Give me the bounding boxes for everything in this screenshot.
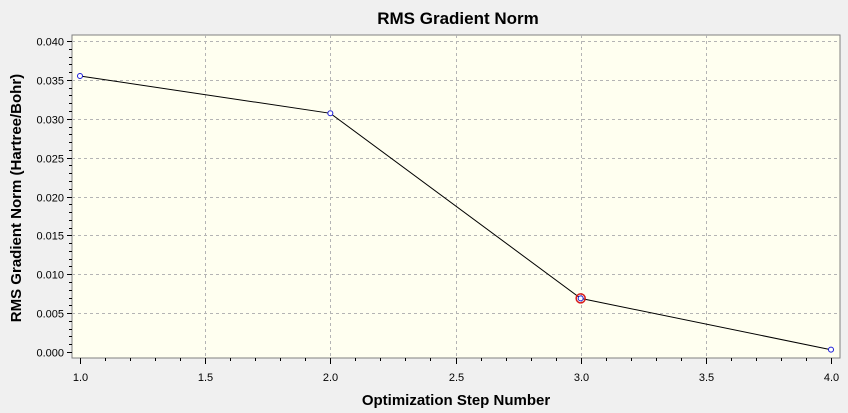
y-tick-label: 0.000: [36, 348, 64, 360]
series-line: [79, 75, 832, 351]
x-tick-label: 4.0: [824, 372, 839, 384]
y-tick-label: 0.040: [36, 37, 64, 49]
y-tick-label: 0.015: [36, 231, 64, 243]
y-tick-label: 0.025: [36, 154, 64, 166]
y-axis-title: RMS Gradient Norm (Hartree/Bohr): [8, 74, 25, 322]
x-axis-title: Optimization Step Number: [362, 392, 551, 409]
x-tick-label: 2.0: [323, 372, 338, 384]
highlight-marker: [575, 293, 586, 304]
x-tick-label: 1.0: [73, 372, 88, 384]
x-tick-label: 1.5: [198, 372, 213, 384]
y-tick-label: 0.020: [36, 193, 64, 205]
plot-area: [71, 34, 841, 359]
data-point[interactable]: [327, 110, 334, 117]
x-tick-label: 3.5: [699, 372, 714, 384]
y-tick-label: 0.010: [36, 270, 64, 282]
data-point[interactable]: [577, 295, 584, 302]
x-tick-label: 3.0: [574, 372, 589, 384]
data-point[interactable]: [77, 72, 83, 79]
x-tick-label: 2.5: [449, 372, 464, 384]
chart-title: RMS Gradient Norm: [377, 9, 539, 28]
y-tick-label: 0.005: [36, 309, 64, 321]
data-point[interactable]: [828, 346, 834, 353]
y-tick-label: 0.030: [36, 115, 64, 127]
y-tick-label: 0.035: [36, 76, 64, 88]
